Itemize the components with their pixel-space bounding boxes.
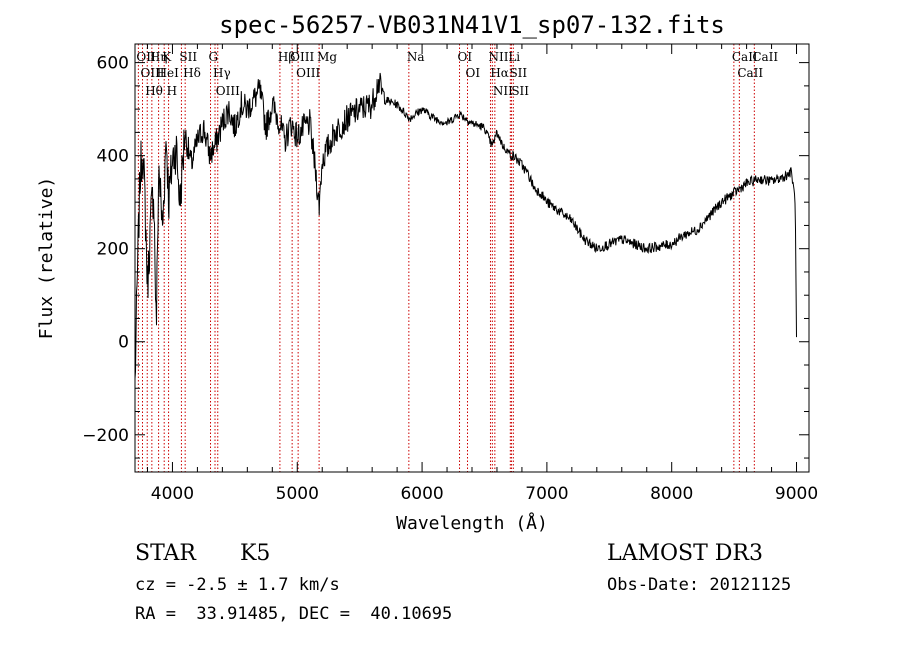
coordinates: RA = 33.91485, DEC = 40.10695 <box>135 604 452 624</box>
x-tick-label: 9000 <box>775 484 818 504</box>
survey-name: LAMOST DR3 <box>607 541 763 566</box>
plot-frame <box>135 44 809 472</box>
object-class: STAR <box>135 541 196 566</box>
x-tick-label: 5000 <box>276 484 319 504</box>
emission-line-label: NII <box>488 50 508 64</box>
object-subclass: K5 <box>240 541 270 566</box>
emission-line-label: HeI <box>157 66 180 80</box>
emission-line-label: Hγ <box>213 66 231 80</box>
emission-line-markers <box>138 44 754 472</box>
x-tick-label: 8000 <box>650 484 693 504</box>
emission-line-label: CaII <box>737 66 763 80</box>
emission-line-label: OIII <box>290 50 314 64</box>
emission-line-label: OI <box>458 50 473 64</box>
emission-line-label: K <box>162 50 172 64</box>
emission-line-label: Hα <box>490 66 509 80</box>
emission-line-label: OI <box>466 66 481 80</box>
axis-ticks: 4000 5000 6000 7000 8000 9000 −200 0 200 400 600 <box>82 44 818 504</box>
y-tick-label: 600 <box>97 54 129 74</box>
x-axis-label: Wavelength (Å) <box>396 512 548 534</box>
emission-line-label: Mg <box>317 50 337 64</box>
emission-line-label: Hθ <box>145 84 163 98</box>
y-tick-label: 200 <box>97 240 129 260</box>
emission-line-label: Li <box>508 50 520 64</box>
y-tick-label: 0 <box>118 333 129 353</box>
redshift-cz: cz = -2.5 ± 1.7 km/s <box>135 575 340 595</box>
emission-line-label: OIII <box>216 84 240 98</box>
chart-title: spec-56257-VB031N41V1_sp07-132.fits <box>219 11 725 39</box>
x-tick-label: 6000 <box>400 484 443 504</box>
emission-line-label: SII <box>179 50 197 64</box>
y-tick-label: −200 <box>82 426 129 446</box>
emission-line-label: OIII <box>296 66 320 80</box>
emission-line-label: CaII <box>752 50 778 64</box>
emission-line-label: Hδ <box>183 66 201 80</box>
obs-date: Obs-Date: 20121125 <box>607 575 791 595</box>
y-axis-label: Flux (relative) <box>36 177 57 340</box>
emission-line-label: H <box>167 84 177 98</box>
emission-line-label: G <box>209 50 219 64</box>
x-tick-label: 7000 <box>525 484 568 504</box>
emission-line-label: SII <box>511 84 529 98</box>
emission-line-label: SII <box>509 66 527 80</box>
spectrum-line <box>135 73 797 379</box>
emission-line-label: NII <box>493 84 513 98</box>
x-tick-label: 4000 <box>151 484 194 504</box>
emission-line-labels: OIIOIIIHθHηHeIKHSIIHδGHγOIIIHβOIIIOIIIMg… <box>136 50 778 98</box>
y-tick-label: 400 <box>97 147 129 167</box>
